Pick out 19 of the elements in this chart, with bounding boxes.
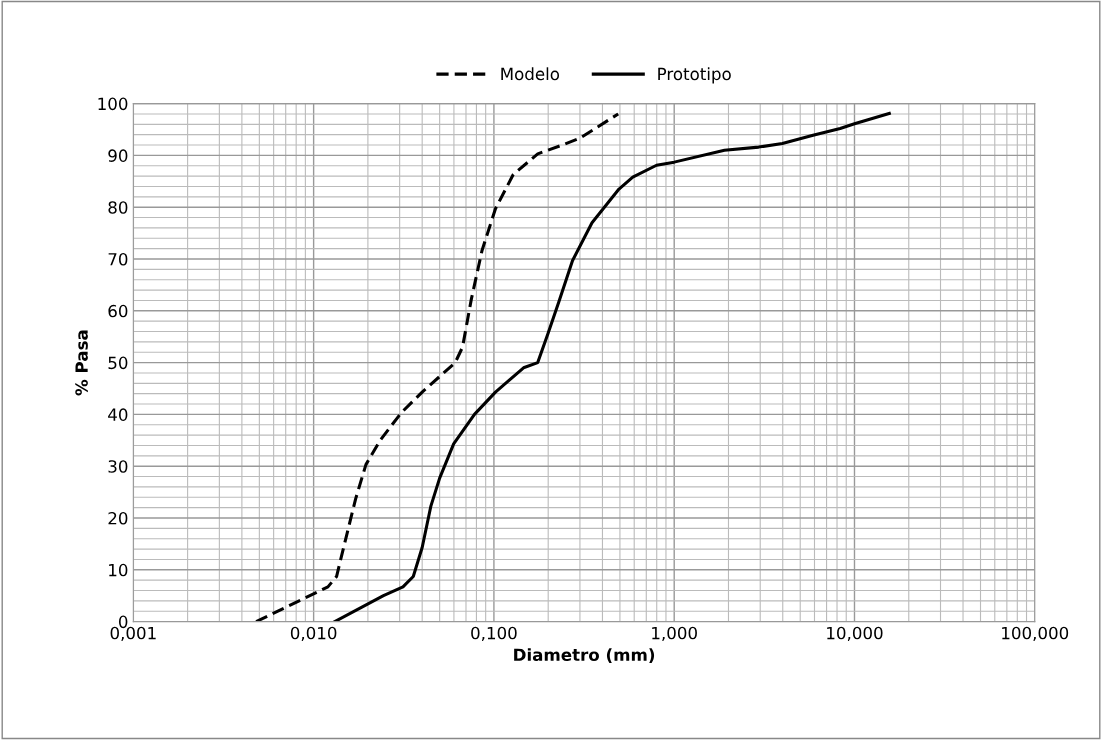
y-tick-label: 20 bbox=[108, 511, 128, 525]
y-tick-label: 80 bbox=[108, 201, 128, 214]
legend-label: Prototipo bbox=[658, 67, 731, 84]
x-tick-label: 100,000 bbox=[1002, 626, 1069, 642]
y-tick-label: 40 bbox=[108, 408, 128, 421]
y-axis-title: % Pasa bbox=[75, 330, 88, 396]
x-tick-label: 0,100 bbox=[471, 626, 517, 642]
x-axis-title: Diametro (mm) bbox=[514, 648, 655, 664]
legend-label: Modelo bbox=[501, 67, 560, 81]
y-tick-label: 10 bbox=[109, 563, 128, 577]
y-tick-label: 100 bbox=[98, 97, 128, 111]
y-tick-label: 50 bbox=[108, 356, 128, 370]
x-tick-label: 1,000 bbox=[652, 626, 697, 642]
y-tick-label: 30 bbox=[108, 460, 128, 473]
y-tick-label: 70 bbox=[108, 252, 128, 266]
y-tick-label: 90 bbox=[108, 149, 128, 162]
x-tick-label: 0,010 bbox=[290, 626, 337, 642]
x-tick-label: 10,000 bbox=[827, 626, 883, 642]
y-tick-label: 60 bbox=[108, 304, 128, 318]
